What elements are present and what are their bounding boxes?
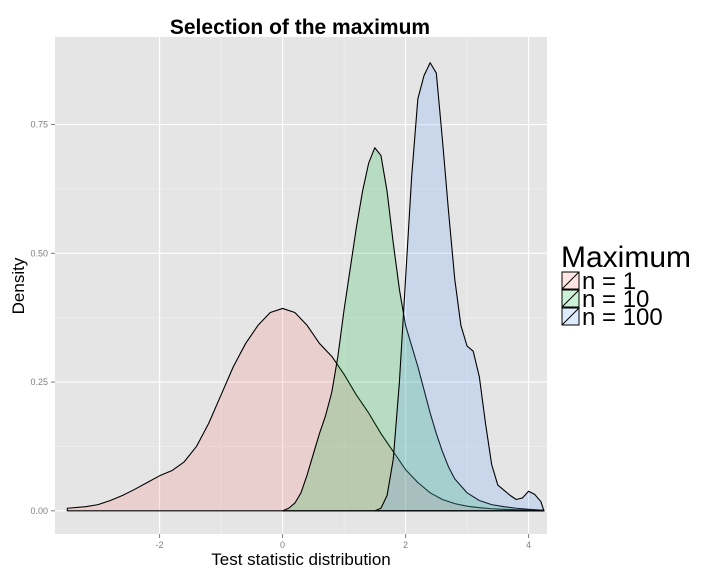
plot-panel — [55, 37, 547, 534]
y-tick-label: 0.75 — [30, 120, 48, 130]
chart-title: Selection of the maximum — [170, 16, 430, 39]
y-tick-label: 0.00 — [30, 506, 48, 516]
legend-title: Maximum — [561, 241, 691, 274]
legend-label: n = 100 — [582, 304, 663, 331]
x-tick-label: 0 — [280, 540, 285, 550]
grid-minor — [55, 37, 547, 534]
density-area-3 — [374, 62, 545, 512]
legend-label: n = 1 — [582, 268, 636, 295]
series-layer — [66, 62, 545, 512]
legend-item: n = 10 — [561, 286, 649, 313]
legend-key-slash — [561, 307, 580, 326]
x-tick-label: -2 — [156, 540, 164, 550]
y-axis-title: Density — [9, 257, 28, 314]
y-tick-label: 0.50 — [30, 248, 48, 258]
x-axis-title: Test statistic distribution — [211, 550, 391, 569]
y-axis-ticks: 0.00 0.25 0.50 0.75 — [30, 120, 55, 516]
legend-item: n = 100 — [561, 304, 663, 331]
x-axis-ticks: -2 0 2 4 — [156, 534, 531, 550]
y-tick-label: 0.25 — [30, 377, 48, 387]
legend-key-slash — [561, 289, 580, 308]
legend-key-slash — [561, 271, 580, 290]
legend-label: n = 10 — [582, 286, 649, 313]
density-area-2 — [282, 147, 545, 512]
density-area-1 — [66, 307, 545, 512]
x-tick-label: 4 — [526, 540, 531, 550]
legend: Maximum n = 1n = 10n = 100 — [561, 241, 691, 331]
legend-item: n = 1 — [561, 268, 636, 295]
x-tick-label: 2 — [403, 540, 408, 550]
